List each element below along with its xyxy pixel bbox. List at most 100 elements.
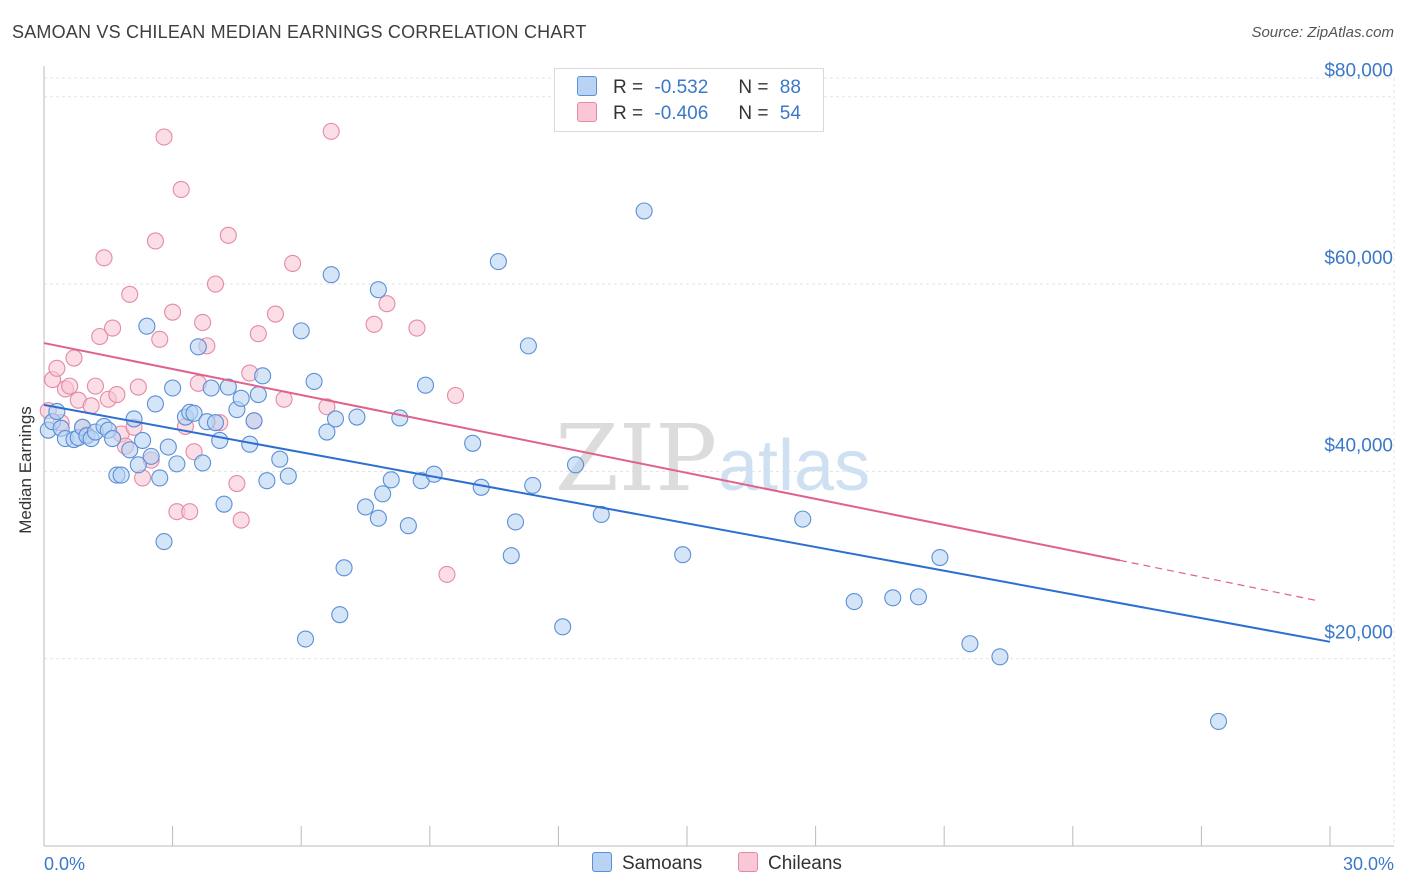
samoan-point: [566, 456, 585, 474]
chilean-point: [249, 325, 267, 343]
samoan-point: [356, 498, 375, 516]
samoan-point: [215, 495, 233, 513]
watermark-atlas: atlas: [718, 426, 870, 506]
chilean-point: [206, 275, 225, 293]
chilean-point: [181, 503, 199, 521]
samoan-point: [326, 410, 345, 428]
x-tick-label: 30.0%: [1343, 854, 1394, 874]
samoan-point: [202, 379, 220, 397]
watermark: ZIP atlas: [555, 405, 870, 512]
chilean-point: [108, 386, 126, 404]
samoan-point: [185, 404, 203, 422]
samoan-point: [884, 589, 902, 607]
chilean-point: [121, 285, 139, 303]
chilean-point: [146, 232, 165, 250]
chilean-point: [266, 305, 285, 323]
samoan-point: [254, 367, 272, 385]
samoan-point: [909, 588, 928, 606]
bottom-legend-chileans: Chileans: [738, 852, 842, 876]
samoan-point: [219, 378, 237, 396]
chilean-point: [318, 398, 336, 416]
samoan-point: [524, 476, 542, 494]
samoans-n-value: 88: [779, 77, 801, 98]
chilean-point: [86, 377, 104, 395]
samoan-point: [991, 648, 1009, 666]
y-tick-label: $20,000: [1324, 623, 1393, 644]
samoan-point: [382, 471, 400, 489]
chilean-point: [365, 315, 383, 333]
axes: [43, 66, 1394, 847]
chilean-point: [185, 443, 203, 461]
samoan-point: [348, 408, 366, 426]
samoan-point: [489, 253, 507, 271]
samoans-r-value: -0.532: [654, 77, 709, 98]
samoan-point: [249, 386, 267, 404]
chileans-trend-line: [43, 342, 1121, 562]
samoan-point: [189, 338, 207, 356]
chilean-point: [129, 378, 147, 396]
samoan-point: [258, 472, 276, 490]
chilean-point: [65, 349, 83, 367]
samoan-point: [164, 379, 182, 397]
samoan-point: [961, 635, 979, 653]
samoan-point: [146, 395, 165, 413]
samoan-point: [519, 337, 537, 355]
samoans-trend-line: [43, 403, 1331, 643]
chilean-point: [164, 303, 182, 321]
samoan-point: [305, 372, 323, 391]
x-tick-label: 0.0%: [44, 854, 85, 874]
chilean-point: [61, 377, 79, 395]
samoan-point: [331, 606, 349, 624]
chilean-point: [172, 180, 190, 199]
samoan-point: [635, 202, 653, 220]
chilean-point: [284, 254, 302, 272]
legend-row-chileans: R = -0.406 N = 54: [577, 102, 801, 126]
samoan-point: [155, 533, 173, 551]
chilean-point: [232, 511, 250, 529]
samoan-point: [374, 485, 392, 503]
samoan-point: [151, 469, 169, 487]
chileans-trend-extension: [1119, 559, 1318, 602]
chilean-point: [95, 249, 113, 267]
samoan-point: [121, 441, 139, 459]
y-tick-label: $60,000: [1324, 248, 1393, 269]
samoan-point: [399, 517, 417, 535]
chilean-point: [446, 386, 465, 405]
samoan-point: [168, 455, 186, 473]
samoan-point: [506, 513, 525, 531]
grid-lines: [44, 77, 1395, 846]
y-tick-label: $40,000: [1324, 435, 1393, 456]
chilean-point: [194, 313, 212, 331]
samoan-point: [138, 317, 156, 335]
chilean-point: [219, 226, 237, 244]
samoan-point: [416, 376, 435, 394]
samoan-point: [674, 546, 692, 564]
samoans-n-label: N =: [738, 77, 769, 98]
samoan-point: [318, 423, 336, 441]
samoan-point: [592, 505, 610, 523]
trend-lines: [43, 342, 1331, 643]
samoan-point: [554, 618, 572, 636]
samoan-point: [794, 510, 812, 528]
samoans-swatch: [577, 76, 597, 96]
correlation-legend: R = -0.532 N = 88 R = -0.406 N = 54: [554, 68, 824, 132]
chilean-point: [155, 128, 173, 146]
samoan-point: [425, 465, 443, 483]
chilean-point: [408, 319, 426, 337]
samoan-point: [125, 410, 143, 428]
samoan-point: [1209, 712, 1228, 730]
bottom-chileans-label: Chileans: [768, 853, 842, 874]
samoans-r-label: R =: [613, 77, 644, 98]
chart-title: SAMOAN VS CHILEAN MEDIAN EARNINGS CORREL…: [12, 22, 587, 42]
samoan-point: [322, 266, 340, 284]
samoan-point: [129, 456, 147, 474]
legend-row-samoans: R = -0.532 N = 88: [577, 76, 801, 100]
chilean-point: [151, 330, 169, 348]
samoan-point: [931, 548, 949, 567]
chileans-r-value: -0.406: [654, 103, 709, 124]
chilean-point: [82, 397, 100, 415]
chilean-point: [378, 295, 396, 313]
chilean-point: [104, 319, 122, 337]
chileans-n-label: N =: [738, 103, 769, 124]
